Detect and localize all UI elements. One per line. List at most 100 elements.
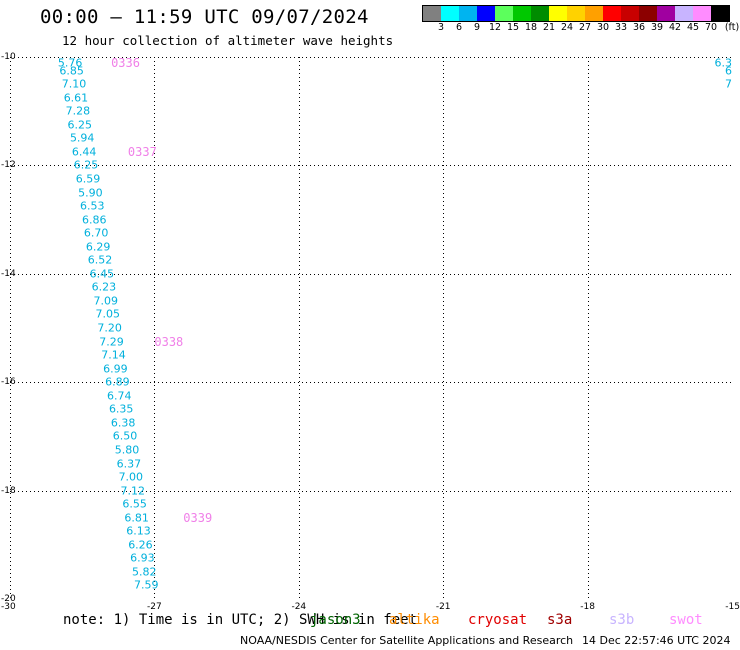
latitude-label: -10 [1,52,16,62]
satellite-legend-swot: swot [669,612,703,628]
color-swatch [693,6,711,21]
page-title: 00:00 – 11:59 UTC 09/07/2024 [40,6,369,28]
map-grid [10,57,732,599]
latitude-label: -12 [1,160,16,171]
longitude-label: -27 [147,602,162,612]
wave-height-value: 6.86 [81,213,107,227]
units-note: note: 1) Time is in UTC; 2) SWH is in fe… [63,612,418,628]
color-scale-label: 3 [437,22,445,33]
color-scale-label: 42 [668,22,682,33]
color-scale-label: 12 [488,22,502,33]
color-scale-label: 24 [560,22,574,33]
map-plot-area[interactable]: 5.76 6.85 7.10 6.61 7.28 6.25 5.94 6.44 6.25 6.59… [10,57,732,599]
edge-wave-height-value: 6 [725,64,732,78]
longitude-label: -24 [291,602,307,612]
latitude-label: -20 [1,594,16,604]
page-subtitle: 12 hour collection of altimeter wave hei… [62,33,394,48]
color-scale-label: 70 [704,22,718,33]
wave-height-value: 6.26 [128,538,153,552]
wave-height-value: 7.09 [93,294,119,308]
wave-height-value: 6.37 [116,457,142,470]
wave-height-value: 5.90 [78,186,103,199]
wave-height-value: 7.12 [120,484,145,498]
wave-height-value: 7.28 [65,104,91,118]
color-swatch [549,6,567,21]
color-swatch [603,6,621,21]
wave-height-value: 6.44 [71,145,97,159]
color-swatch [711,6,729,21]
color-scale-bar [422,5,730,22]
wave-height-value: 6.25 [67,118,93,132]
color-scale-label: 36 [632,22,646,33]
wave-height-value: 5.76 [57,57,83,70]
wave-height-value: 6.70 [83,226,109,240]
longitude-label: -30 [1,602,16,612]
wave-height-value: 6.89 [105,375,130,389]
wave-height-value: 6.55 [122,497,147,511]
wave-height-value: 7.10 [61,77,87,91]
color-swatch [441,6,459,21]
color-scale-label: 33 [614,22,628,33]
latitude-label: -18 [1,485,16,496]
wave-height-value: 6.29 [85,240,111,254]
color-scale-label: 9 [473,22,481,33]
wave-height-value: 6.53 [80,199,105,213]
wave-height-value: 7.00 [118,470,144,484]
color-scale-label: 45 [686,22,700,33]
credit-text: NOAA/NESDIS Center for Satellite Applica… [240,634,574,647]
satellite-legend-cryosat: cryosat [468,612,528,628]
color-scale-label: 6 [455,22,463,33]
wave-height-value: 6.59 [75,172,101,186]
wave-height-value: 6.99 [103,362,128,376]
satellite-legend-altika: altika [389,612,440,628]
wave-height-value: 7.20 [97,321,122,335]
satellite-legend-jason3: jason3 [310,612,361,628]
satellite-legend-s3a: s3a [547,612,573,628]
wave-height-value: 7.05 [95,307,120,321]
latitude-label: -14 [1,268,16,279]
color-swatch [531,6,549,21]
color-swatch [495,6,513,21]
wave-height-value: 6.13 [126,524,151,538]
color-swatch [513,6,531,21]
color-swatch [459,6,477,21]
color-swatch [585,6,603,21]
color-swatch [675,6,693,21]
longitude-label: -21 [435,602,451,612]
color-scale-label: 21 [542,22,556,33]
pass-time-label: 0337 [127,144,157,159]
wave-height-value: 7.14 [101,348,126,362]
wave-height-value: 7.59 [133,578,159,592]
edge-wave-height-value: 6.3 [714,57,733,70]
wave-height-value: 5.94 [69,131,95,145]
latitude-label: -16 [1,377,16,388]
pass-time-label: 0336 [111,57,140,70]
wave-height-value: 6.35 [108,402,134,416]
pass-time-label: 0339 [183,510,213,525]
longitude-label: -15 [725,602,740,612]
wave-height-value: 6.74 [107,389,132,403]
wave-height-value: 5.82 [132,565,157,579]
pass-time-label: 0338 [154,334,184,349]
color-scale-label: 39 [650,22,664,33]
color-swatch [423,6,441,21]
wave-height-value: 6.23 [91,280,117,294]
wave-height-value: 6.50 [112,429,138,443]
wave-height-value: 6.85 [59,64,84,78]
color-swatch [657,6,675,21]
wave-height-value: 6.93 [130,551,155,565]
edge-wave-height-value: 7 [725,77,732,91]
wave-height-value: 6.61 [63,91,89,105]
color-scale-label: 27 [578,22,592,33]
wave-height-value: 6.38 [110,416,136,430]
wave-height-value: 5.80 [114,443,140,457]
generated-timestamp: 14 Dec 22:57:46 UTC 2024 [582,634,731,647]
color-swatch [477,6,495,21]
color-scale-label: 18 [524,22,538,33]
wave-height-value: 6.81 [124,511,149,525]
longitude-label: -18 [580,602,595,612]
color-swatch [567,6,585,21]
color-swatch [639,6,657,21]
wave-height-value: 6.25 [73,158,99,172]
wave-height-value: 6.45 [89,267,115,281]
